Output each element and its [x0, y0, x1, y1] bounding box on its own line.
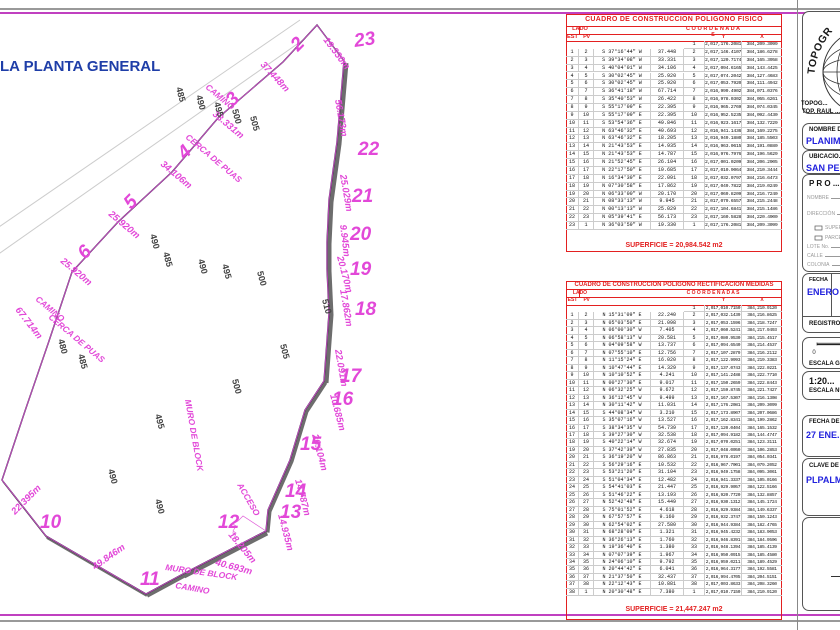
- svg-text:11: 11: [140, 569, 160, 590]
- svg-text:10: 10: [40, 512, 62, 533]
- svg-text:TOPOGR: TOPOGR: [805, 25, 835, 75]
- svg-text:18: 18: [355, 299, 377, 320]
- svg-text:485: 485: [174, 86, 188, 103]
- svg-text:25.029m: 25.029m: [337, 173, 355, 213]
- svg-text:23: 23: [352, 28, 377, 52]
- svg-text:CAMINO: CAMINO: [175, 580, 211, 596]
- svg-text:22.091m: 22.091m: [332, 348, 350, 388]
- svg-text:67.714m: 67.714m: [13, 305, 45, 342]
- svg-text:21: 21: [351, 186, 373, 207]
- svg-text:20: 20: [349, 224, 372, 245]
- svg-text:17.862m: 17.862m: [337, 289, 354, 328]
- svg-text:0: 0: [812, 350, 816, 356]
- svg-text:490: 490: [194, 94, 208, 111]
- svg-text:22: 22: [357, 139, 380, 160]
- svg-text:19: 19: [350, 259, 372, 280]
- svg-text:12: 12: [218, 512, 240, 533]
